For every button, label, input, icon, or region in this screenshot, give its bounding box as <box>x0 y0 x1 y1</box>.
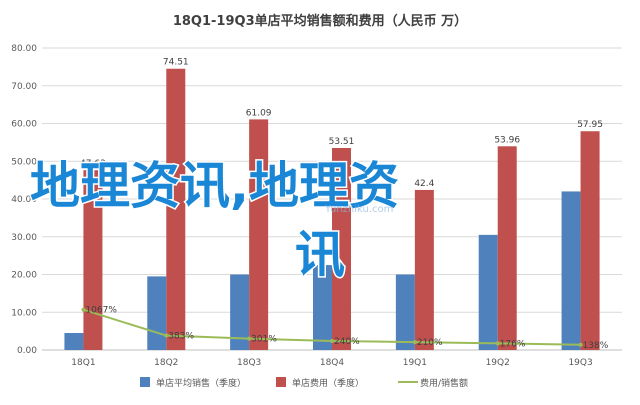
bar-sales <box>561 191 581 350</box>
legend-label: 费用/销售额 <box>420 377 468 389</box>
y-tick-label: 30.00 <box>11 233 37 243</box>
legend: 单店平均销售（季度） 单店费用（季度） 费用/销售额 <box>140 377 468 389</box>
bar-sales <box>147 276 167 350</box>
y-tick-label: 80.00 <box>11 44 37 54</box>
bar-cost <box>414 189 434 350</box>
bar-sales <box>313 265 332 350</box>
bar-sales <box>395 274 415 350</box>
ratio-data-label: 176% <box>500 339 526 349</box>
ratio-data-label: 301% <box>251 335 277 345</box>
bar-data-label: 57.95 <box>577 120 603 130</box>
y-tick-label: 50.00 <box>11 157 37 167</box>
y-tick-label: 70.00 <box>11 82 37 92</box>
x-tick-label: 19Q1 <box>403 358 427 368</box>
bar-sales <box>478 234 498 350</box>
y-tick-label: 0.00 <box>17 346 37 356</box>
chart-title: 18Q1-19Q3单店平均销售额和费用（人民币 万） <box>173 13 467 29</box>
bar-cost <box>332 147 351 350</box>
bar-data-label: 53.51 <box>329 137 355 147</box>
ratio-data-label: 210% <box>417 338 443 348</box>
y-axis-ticks: 0.00 10.00 20.00 30.00 40.00 50.00 60.00 70.00 8… <box>11 44 37 356</box>
ratio-data-label: 1067% <box>85 306 117 316</box>
bar-sales <box>64 333 84 350</box>
bar-cost <box>166 68 186 351</box>
bars <box>64 68 600 351</box>
bar-sales <box>230 274 250 350</box>
ratio-point <box>164 333 169 338</box>
bar-data-label: 53.96 <box>494 135 520 145</box>
y-tick-label: 10.00 <box>11 308 37 318</box>
bar-data-label: 61.09 <box>246 108 272 118</box>
x-tick-label: 19Q3 <box>568 358 592 368</box>
x-tick-label: 18Q4 <box>320 358 345 368</box>
data-labels: 47.63 74.51 61.09 53.51 42.4 53.96 57.95 1067% 3… <box>80 58 609 351</box>
ratio-point <box>247 336 252 341</box>
legend-label: 单店费用（季度） <box>292 377 364 389</box>
bar-data-label: 74.51 <box>163 58 189 68</box>
bar-cost <box>497 146 517 350</box>
y-tick-label: 60.00 <box>11 120 37 130</box>
legend-swatch <box>140 377 150 387</box>
x-axis-ticks: 18Q1 18Q2 18Q3 18Q4 19Q1 19Q2 19Q3 <box>71 358 592 368</box>
bar-cost <box>83 170 103 350</box>
ratio-point <box>330 338 334 343</box>
ratio-point <box>412 340 417 345</box>
x-tick-label: 18Q1 <box>71 358 95 368</box>
bar-data-label: 47.63 <box>80 159 106 169</box>
watermark: 地理资讯,地理资 讯 Yunzhiku.com <box>29 156 401 286</box>
bar-cost <box>580 131 600 350</box>
x-tick-label: 18Q3 <box>237 358 261 368</box>
ratio-data-label: 240% <box>334 337 360 347</box>
ratio-point <box>81 307 86 312</box>
x-tick-label: 18Q2 <box>154 358 178 368</box>
watermark-line-2: 讯 <box>295 226 345 284</box>
bar-data-label: 42.4 <box>414 179 434 189</box>
ratio-data-label: 138% <box>583 341 609 351</box>
x-tick-label: 19Q2 <box>486 358 510 368</box>
legend-swatch <box>276 377 286 387</box>
line-series <box>81 307 583 347</box>
ratio-data-label: 383% <box>168 332 194 342</box>
bar-cost <box>249 119 269 350</box>
ratio-point <box>578 342 583 347</box>
legend-label: 单店平均销售（季度） <box>156 377 246 389</box>
watermark-brand: Yunzhiku.com <box>324 204 393 215</box>
y-tick-label: 20.00 <box>11 271 37 281</box>
y-tick-label: 40.00 <box>11 195 37 205</box>
watermark-line-1: 地理资讯,地理资 <box>30 157 399 215</box>
ratio-point <box>495 341 500 346</box>
